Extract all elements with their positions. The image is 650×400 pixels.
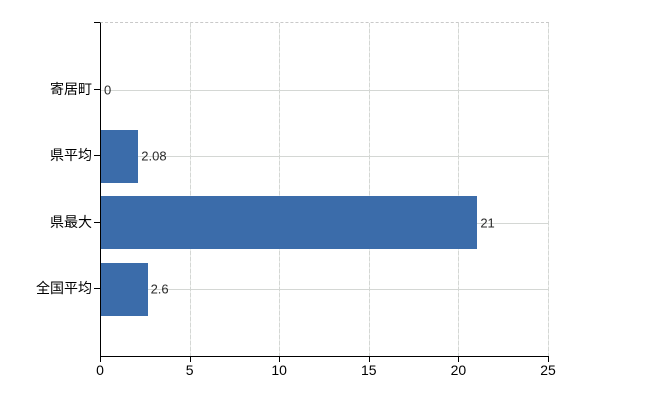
bar: [101, 262, 148, 316]
x-axis-tick: [100, 356, 101, 362]
y-axis-tick: [94, 221, 100, 223]
y-axis-tick: [94, 155, 100, 157]
bar: [101, 196, 478, 250]
x-axis-tick-label: 10: [271, 362, 287, 378]
bar-value-label: 21: [480, 215, 495, 231]
gridline-horizontal: [101, 289, 549, 291]
x-axis-tick-label: 5: [185, 362, 194, 378]
category-label: 全国平均: [36, 280, 92, 297]
gridline-vertical: [189, 23, 191, 356]
gridline-vertical: [279, 23, 281, 356]
gridline-vertical: [458, 23, 460, 356]
x-axis-tick: [279, 356, 281, 362]
x-axis-tick: [458, 356, 460, 362]
plot-area: 0 2.08 21 2.6: [100, 22, 549, 357]
category-label: 県平均: [50, 147, 92, 164]
x-axis-tick: [548, 356, 549, 362]
x-axis-tick-label: 15: [361, 362, 377, 378]
gridline-vertical: [548, 23, 549, 356]
gridline-vertical: [368, 23, 370, 356]
y-axis-tick: [94, 288, 100, 290]
x-axis-tick-label: 25: [540, 362, 556, 378]
category-label: 寄居町: [50, 80, 92, 97]
bar-value-label: 2.6: [150, 281, 169, 297]
gridline-horizontal: [101, 89, 549, 91]
bar-value-label: 2.08: [141, 148, 167, 164]
bar: [101, 129, 139, 183]
x-axis-tick-label: 0: [96, 362, 104, 378]
category-label: 県最大: [50, 213, 92, 230]
y-axis-end-tick: [94, 22, 100, 23]
y-axis-tick: [94, 88, 100, 90]
x-axis-tick-label: 20: [450, 362, 467, 378]
bar-value-label: 0: [104, 82, 112, 98]
gridline-horizontal: [101, 156, 549, 158]
x-axis-tick: [189, 356, 191, 362]
x-axis-tick: [368, 356, 370, 362]
